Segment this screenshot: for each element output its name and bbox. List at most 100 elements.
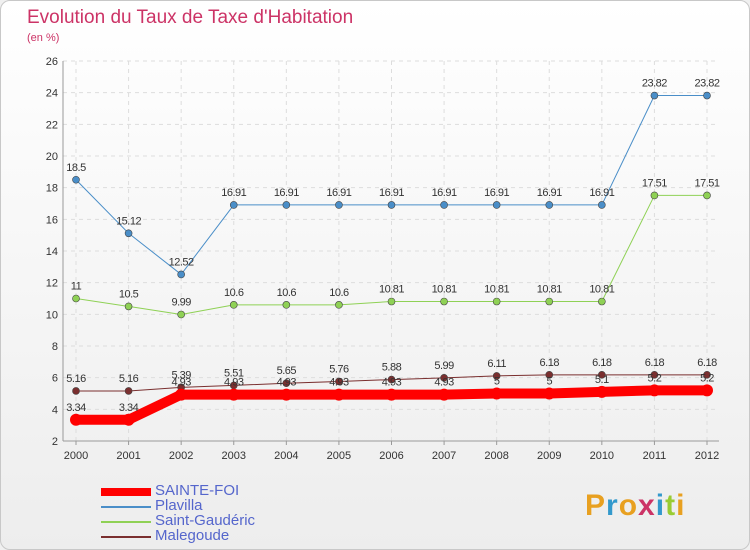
- data-label: 5.2: [648, 372, 662, 384]
- data-point: [703, 371, 711, 379]
- data-point: [282, 201, 291, 209]
- data-point: [440, 297, 448, 306]
- legend-label: Malegoude: [155, 527, 230, 544]
- data-label: 5.51: [224, 367, 244, 379]
- data-point: [703, 91, 711, 100]
- data-point: [72, 387, 80, 395]
- data-label: 16.91: [589, 187, 614, 199]
- data-label: 5.16: [119, 373, 139, 385]
- data-label: 4.93: [434, 377, 454, 389]
- y-tick-label: 24: [46, 88, 58, 100]
- data-point: [595, 385, 608, 398]
- data-label: 10.81: [484, 284, 509, 296]
- data-point: [229, 301, 238, 309]
- legend-label: SAINTE-FOI: [155, 482, 240, 499]
- data-point: [650, 91, 659, 100]
- data-point: [440, 374, 448, 382]
- data-point: [648, 384, 661, 397]
- data-point: [385, 388, 398, 401]
- data-point: [282, 301, 291, 309]
- x-tick-label: 2010: [590, 450, 614, 462]
- x-tick-label: 2001: [116, 450, 140, 462]
- data-point: [72, 294, 80, 303]
- data-point: [280, 388, 293, 401]
- data-point: [598, 297, 606, 306]
- proxiti-logo: Proxiti: [585, 489, 685, 523]
- y-tick-label: 16: [46, 214, 58, 226]
- data-label: 16.91: [221, 187, 246, 199]
- y-tick-label: 6: [52, 373, 58, 385]
- x-tick-label: 2002: [169, 450, 193, 462]
- data-label: 17.51: [642, 177, 667, 189]
- data-label: 6.18: [697, 357, 717, 369]
- data-label: 23.82: [694, 78, 719, 90]
- legend-swatch: [101, 488, 151, 496]
- data-label: 11: [71, 281, 82, 293]
- data-point: [490, 387, 503, 400]
- data-point: [177, 270, 185, 279]
- data-point: [122, 413, 135, 426]
- data-label: 3.34: [66, 402, 86, 414]
- data-label: 10.81: [589, 284, 614, 296]
- data-point: [598, 201, 606, 209]
- x-tick-label: 2005: [327, 450, 351, 462]
- data-point: [440, 201, 448, 209]
- y-tick-label: 10: [46, 309, 58, 321]
- data-label: 4.93: [171, 377, 191, 389]
- data-label: 5.76: [329, 363, 349, 375]
- chart-title: Evolution du Taux de Taxe d'Habitation: [27, 7, 354, 28]
- data-label: 9.99: [171, 296, 191, 308]
- data-point: [70, 413, 82, 426]
- data-point: [124, 387, 133, 395]
- data-label: 5: [494, 376, 500, 388]
- data-label: 4.93: [277, 377, 297, 389]
- legend-label: Saint-Gaudéric: [155, 512, 256, 529]
- x-tick-label: 2006: [379, 450, 403, 462]
- data-label: 3.34: [119, 402, 139, 414]
- data-point: [598, 371, 606, 379]
- data-label: 17.51: [694, 177, 719, 189]
- x-tick-label: 2009: [537, 450, 561, 462]
- legend-swatch: [101, 521, 151, 523]
- data-label: 16.91: [432, 187, 457, 199]
- data-label: 16.91: [379, 187, 404, 199]
- data-label: 5.16: [66, 373, 86, 385]
- data-point: [492, 372, 501, 380]
- x-tick-label: 2008: [484, 450, 508, 462]
- logo-letter: t: [665, 489, 677, 522]
- y-tick-label: 18: [46, 183, 58, 195]
- data-label: 5.1: [595, 374, 609, 386]
- data-label: 23.82: [642, 78, 667, 90]
- logo-letter: P: [585, 489, 607, 522]
- data-point: [545, 371, 554, 379]
- x-tick-label: 2011: [643, 450, 667, 462]
- data-label: 10.6: [329, 287, 349, 299]
- data-point: [335, 301, 343, 309]
- y-tick-label: 4: [52, 404, 58, 416]
- data-label: 10.6: [224, 287, 244, 299]
- data-label: 5.65: [277, 365, 297, 377]
- data-label: 6.18: [592, 357, 612, 369]
- data-point: [124, 302, 133, 311]
- data-point: [703, 191, 711, 200]
- logo-letter: o: [618, 489, 639, 522]
- data-label: 16.91: [274, 187, 299, 199]
- data-point: [545, 297, 554, 306]
- data-point: [335, 201, 343, 209]
- logo-letter: r: [606, 489, 619, 522]
- data-label: 10.5: [119, 288, 139, 300]
- data-point: [72, 175, 80, 184]
- data-label: 5.99: [434, 360, 454, 372]
- data-point: [543, 387, 556, 400]
- data-point: [335, 377, 343, 386]
- data-label: 4.93: [224, 377, 244, 389]
- data-point: [492, 297, 501, 306]
- data-label: 5.88: [382, 362, 402, 374]
- x-tick-label: 2003: [222, 450, 246, 462]
- data-point: [387, 201, 396, 209]
- y-tick-label: 22: [46, 119, 58, 131]
- x-tick-label: 2004: [274, 450, 298, 462]
- data-point: [650, 191, 659, 200]
- data-label: 4.93: [329, 377, 349, 389]
